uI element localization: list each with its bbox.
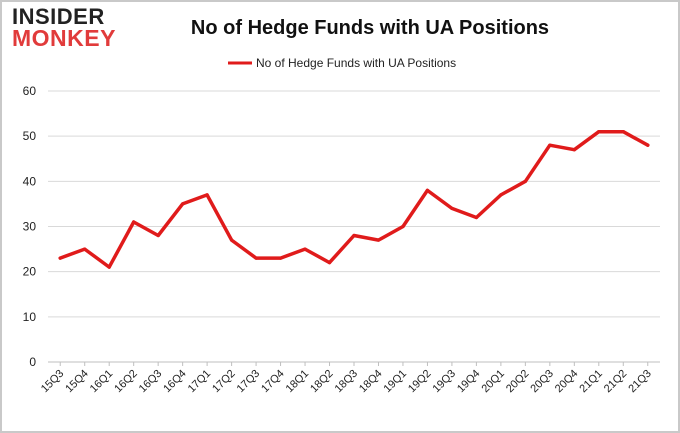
y-tick-label: 60 bbox=[23, 84, 37, 98]
data-point bbox=[278, 256, 283, 260]
data-point bbox=[450, 206, 454, 211]
data-point bbox=[230, 238, 234, 242]
x-tick-label: 17Q3 bbox=[235, 368, 263, 396]
x-tick-label: 20Q1 bbox=[479, 368, 507, 396]
logo-line-1: INSIDER bbox=[12, 4, 105, 29]
x-tick-label: 16Q4 bbox=[161, 368, 189, 396]
data-point bbox=[401, 224, 405, 229]
insider-monkey-logo: INSIDER MONKEY bbox=[12, 6, 130, 50]
x-tick-label: 18Q4 bbox=[357, 368, 385, 396]
data-point bbox=[58, 256, 62, 260]
x-tick-label: 21Q1 bbox=[577, 368, 605, 396]
x-tick-label: 17Q4 bbox=[259, 368, 287, 396]
data-point bbox=[107, 265, 111, 269]
x-tick-label: 18Q3 bbox=[333, 368, 361, 396]
data-point bbox=[597, 130, 601, 134]
x-tick-label: 16Q1 bbox=[88, 368, 116, 396]
data-point bbox=[303, 247, 307, 251]
x-tick-label: 19Q4 bbox=[455, 368, 483, 396]
x-tick-label: 20Q3 bbox=[528, 368, 556, 396]
data-point bbox=[474, 215, 478, 220]
x-tick-label: 15Q3 bbox=[39, 368, 67, 396]
data-point bbox=[327, 261, 332, 265]
data-point bbox=[156, 233, 160, 238]
x-tick-label: 18Q1 bbox=[284, 368, 312, 396]
x-tick-label: 21Q3 bbox=[626, 368, 654, 396]
series-line bbox=[58, 129, 650, 269]
data-point bbox=[499, 193, 503, 197]
x-tick-label: 18Q2 bbox=[308, 368, 336, 396]
x-tick-label: 19Q1 bbox=[382, 368, 410, 396]
y-tick-label: 30 bbox=[23, 220, 37, 234]
chart-title: No of Hedge Funds with UA Positions bbox=[190, 17, 550, 39]
x-tick-label: 20Q2 bbox=[504, 368, 532, 396]
logo-line-2: MONKEY bbox=[12, 25, 116, 51]
y-tick-label: 10 bbox=[23, 310, 37, 324]
y-axis: 0 10 20 30 40 50 60 bbox=[23, 84, 37, 369]
x-axis: 15Q315Q416Q116Q216Q316Q417Q117Q217Q317Q4… bbox=[39, 361, 660, 396]
x-tick-label: 19Q2 bbox=[406, 368, 434, 396]
data-point bbox=[132, 220, 136, 224]
x-tick-label: 19Q3 bbox=[431, 368, 459, 396]
x-tick-label: 21Q2 bbox=[602, 368, 630, 396]
legend-label: No of Hedge Funds with UA Positions bbox=[256, 56, 456, 70]
data-point bbox=[646, 143, 650, 147]
x-tick-label: 17Q2 bbox=[210, 368, 238, 396]
data-point bbox=[621, 130, 625, 134]
data-point bbox=[181, 202, 185, 206]
x-tick-label: 16Q3 bbox=[137, 368, 165, 396]
data-point bbox=[83, 247, 87, 251]
y-tick-label: 50 bbox=[23, 129, 37, 143]
data-point bbox=[523, 179, 527, 183]
series-group bbox=[58, 129, 650, 269]
data-point bbox=[352, 233, 356, 238]
y-tick-label: 0 bbox=[29, 355, 36, 369]
data-point bbox=[572, 148, 576, 152]
data-point bbox=[376, 238, 381, 242]
data-point bbox=[254, 256, 258, 260]
data-point bbox=[548, 143, 552, 147]
y-tick-label: 20 bbox=[23, 265, 37, 279]
x-tick-label: 15Q4 bbox=[63, 368, 91, 396]
x-tick-label: 17Q1 bbox=[186, 368, 214, 396]
x-tick-label: 16Q2 bbox=[112, 368, 140, 396]
data-point bbox=[425, 188, 430, 192]
y-tick-label: 40 bbox=[23, 174, 37, 188]
data-point bbox=[205, 193, 209, 197]
x-tick-label: 20Q4 bbox=[553, 368, 581, 396]
legend: No of Hedge Funds with UA Positions bbox=[228, 56, 456, 70]
